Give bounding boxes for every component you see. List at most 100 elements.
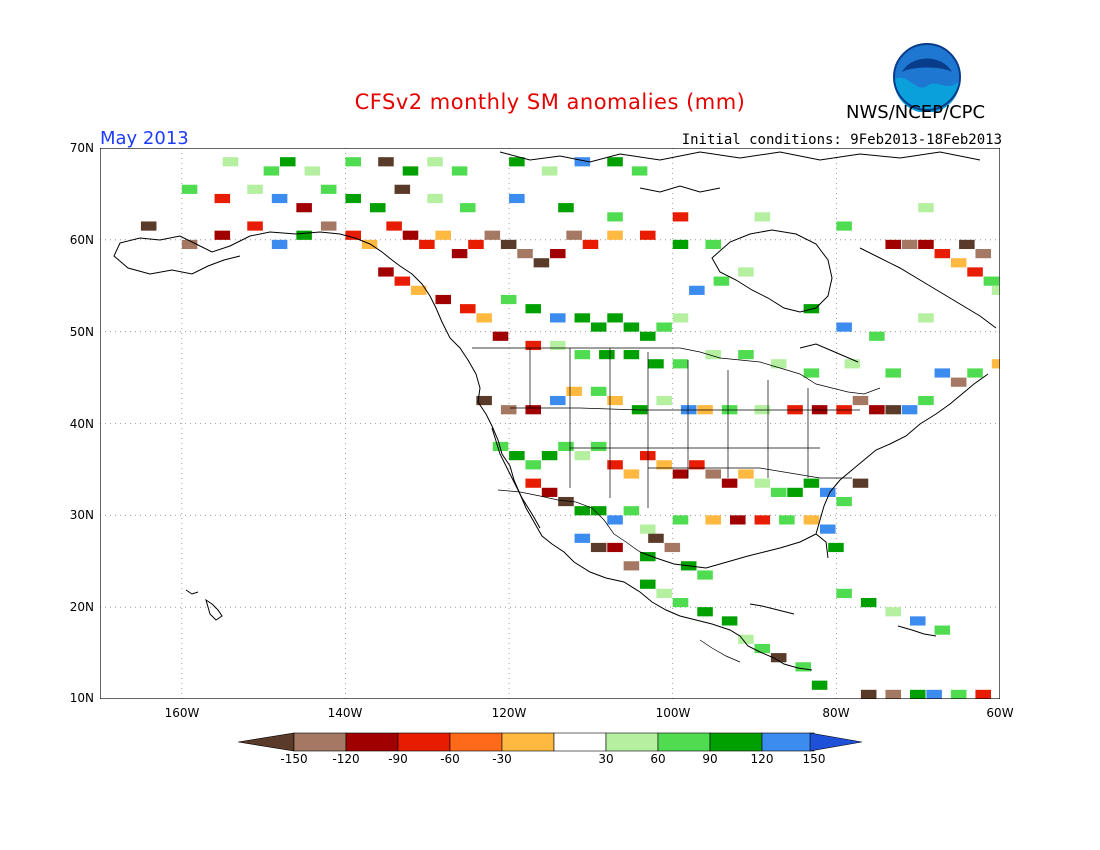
anomaly-cell	[558, 496, 574, 507]
anomaly-cell	[787, 487, 803, 497]
anomaly-cell	[770, 359, 787, 369]
anomaly-cell	[410, 285, 427, 295]
anomaly-cell	[500, 405, 517, 415]
anomaly-cell	[394, 276, 411, 286]
anomaly-cell	[648, 533, 664, 543]
anomaly-cell	[869, 331, 885, 341]
anomaly-cell	[664, 542, 681, 553]
anomaly-cell	[623, 506, 640, 516]
anomaly-cell	[525, 478, 541, 488]
colorbar-segment	[345, 732, 399, 752]
anomaly-cell	[828, 542, 844, 553]
colorbar-tick-label: 90	[702, 752, 718, 766]
anomaly-cell	[492, 331, 509, 341]
colorbar-tick-label: -90	[388, 752, 408, 766]
anomaly-cell	[910, 689, 926, 699]
anomaly-cell	[574, 533, 591, 543]
forecast-month: May 2013	[100, 128, 189, 149]
anomaly-cell	[959, 239, 975, 250]
anomaly-cell	[304, 166, 321, 176]
initial-conditions: Initial conditions: 9Feb2013-18Feb2013	[681, 132, 1002, 148]
anomaly-cell	[738, 469, 754, 479]
anomaly-cell	[705, 239, 721, 250]
anomaly-cell	[271, 239, 288, 250]
anomaly-cell	[607, 460, 623, 470]
colorbar-tick-label: 60	[650, 752, 666, 766]
anomaly-cell	[435, 294, 451, 305]
anomaly-cell	[689, 460, 705, 470]
anomaly-cell	[296, 230, 312, 240]
anomaly-cell	[550, 249, 566, 259]
anomaly-cell	[296, 203, 312, 213]
anomaly-cell	[214, 230, 231, 240]
anomaly-cell	[770, 487, 787, 497]
anomaly-cell	[885, 607, 901, 617]
lat-label-60n: 60N	[69, 233, 94, 247]
anomaly-cell	[509, 193, 525, 204]
anomaly-cell	[795, 662, 811, 672]
anomaly-cell	[402, 166, 419, 176]
anomaly-cell	[991, 359, 1000, 369]
anomaly-cell	[754, 643, 771, 654]
anomaly-cell	[967, 267, 983, 277]
anomaly-cell	[280, 157, 296, 167]
colorbar-segment	[501, 732, 555, 752]
political-borders	[472, 347, 881, 663]
anomaly-cell	[860, 597, 877, 608]
lat-label-10n: 10N	[69, 691, 94, 705]
anomaly-cell	[697, 607, 713, 617]
anomaly-cell	[738, 267, 754, 277]
colorbar-segment	[809, 732, 862, 752]
anomaly-cell	[950, 377, 967, 387]
anomaly-cell	[721, 478, 738, 488]
colorbar-segment	[761, 732, 815, 752]
anomaly-cell	[607, 212, 623, 222]
anomaly-cell	[492, 441, 509, 452]
anomaly-cell	[901, 405, 918, 415]
map-title: CFSv2 monthly SM anomalies (mm)	[354, 90, 746, 114]
anomaly-cell	[509, 157, 525, 167]
lat-label-20n: 20N	[69, 600, 94, 614]
anomaly-cell	[607, 230, 623, 240]
anomaly-cell	[460, 203, 476, 213]
lon-label-100w: 100W	[655, 706, 691, 720]
anomaly-cell	[574, 313, 591, 323]
colorbar-tick-label: -150	[280, 752, 308, 766]
anomaly-cell	[672, 313, 689, 323]
lat-label-70n: 70N	[69, 141, 94, 155]
anomaly-cell	[574, 350, 591, 360]
anomaly-cell	[574, 157, 591, 167]
anomaly-cell	[402, 230, 419, 240]
anomaly-cell	[697, 570, 713, 580]
anomaly-cell	[476, 313, 492, 323]
anomaly-cell	[427, 193, 443, 204]
anomaly-cell	[320, 184, 337, 194]
lon-label-60w: 60W	[986, 706, 1014, 720]
anomaly-cell	[934, 249, 951, 259]
anomaly-cell	[803, 368, 820, 378]
anomaly-cell	[885, 368, 901, 378]
anomaly-cell	[640, 230, 656, 240]
anomaly-cell	[361, 239, 378, 250]
anomaly-cell	[378, 157, 394, 167]
anomaly-cell	[623, 469, 640, 479]
anomaly-cell	[672, 239, 689, 250]
anomaly-cell	[541, 166, 558, 176]
anomaly-cell	[754, 212, 771, 222]
anomaly-cell	[607, 395, 623, 406]
anomaly-cell	[705, 469, 721, 479]
lat-label-50n: 50N	[69, 325, 94, 339]
anomaly-cell	[476, 395, 492, 406]
anomaly-cell	[247, 184, 263, 194]
anomaly-cell	[550, 340, 566, 351]
anomaly-cell	[770, 653, 787, 663]
anomaly-cell	[607, 157, 623, 167]
colorbar-tick-label: 120	[750, 752, 774, 766]
anomaly-cell	[574, 451, 591, 461]
anomaly-cell	[623, 322, 640, 332]
anomaly-cell	[640, 579, 656, 589]
anomaly-cell	[918, 239, 934, 250]
anomaly-cell	[975, 249, 991, 259]
anomaly-cell	[926, 689, 942, 699]
anomaly-cell	[844, 359, 861, 369]
